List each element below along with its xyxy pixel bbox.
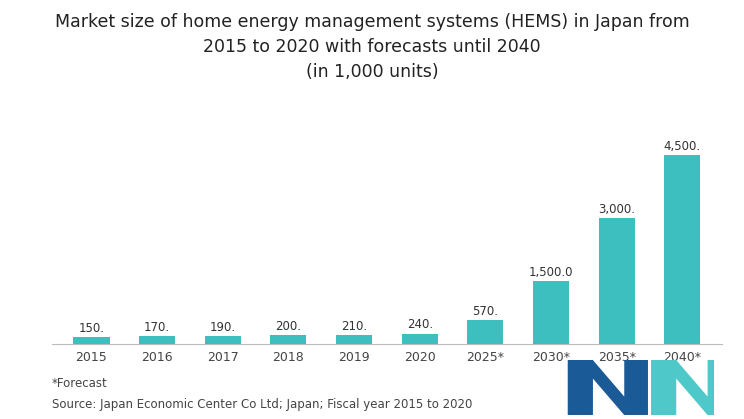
Polygon shape (568, 360, 647, 415)
Text: 170.: 170. (144, 321, 170, 334)
Text: 570.: 570. (472, 305, 498, 318)
Text: *Forecast: *Forecast (52, 377, 108, 390)
Text: 190.: 190. (210, 321, 236, 334)
Text: 4,500.: 4,500. (664, 140, 701, 153)
Bar (664, 155, 700, 344)
Bar (533, 281, 569, 344)
Text: 3,000.: 3,000. (598, 203, 635, 216)
Text: 240.: 240. (407, 318, 433, 331)
Bar (599, 218, 635, 344)
Text: Market size of home energy management systems (HEMS) in Japan from
2015 to 2020 : Market size of home energy management sy… (54, 13, 690, 80)
Text: 1,500.0: 1,500.0 (529, 266, 573, 279)
Polygon shape (652, 360, 729, 415)
Text: 200.: 200. (275, 320, 301, 333)
Bar (74, 337, 109, 344)
Text: 150.: 150. (78, 322, 104, 335)
Bar (270, 335, 307, 344)
Bar (139, 336, 175, 344)
Bar (467, 320, 504, 344)
Text: 210.: 210. (341, 320, 367, 333)
Bar (402, 334, 437, 344)
Bar (205, 336, 241, 344)
Text: Source: Japan Economic Center Co Ltd; Japan; Fiscal year 2015 to 2020: Source: Japan Economic Center Co Ltd; Ja… (52, 398, 472, 411)
Bar (336, 335, 372, 344)
